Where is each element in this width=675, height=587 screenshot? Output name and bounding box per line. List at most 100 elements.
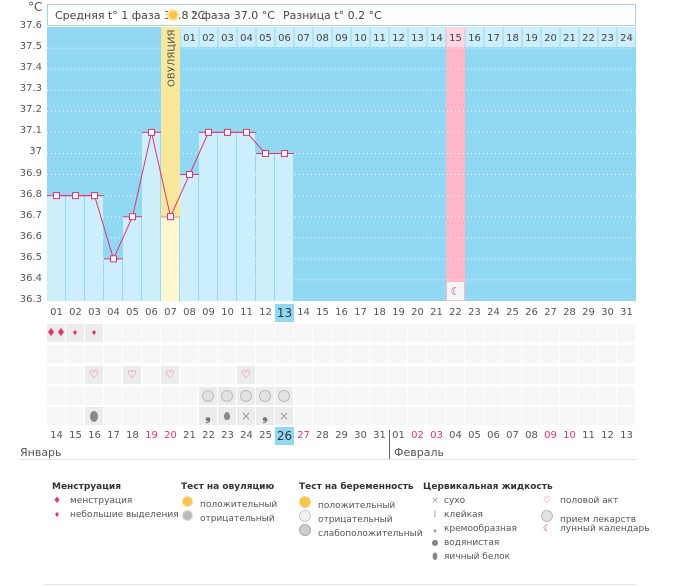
cycle-day-label[interactable]: 13 [275, 304, 294, 322]
tests-row-cell[interactable] [237, 345, 255, 363]
intercourse-row-cell[interactable] [465, 366, 483, 384]
intercourse-row-cell[interactable] [446, 366, 464, 384]
tests-row-cell[interactable] [389, 345, 407, 363]
date-label[interactable]: 19 [145, 430, 158, 441]
date-label[interactable]: 03 [430, 430, 443, 441]
intercourse-row-cell[interactable] [579, 366, 597, 384]
cervical-fluid-row-cell[interactable] [522, 407, 540, 425]
cycle-day-label[interactable]: 30 [601, 307, 614, 318]
intercourse-row-cell[interactable] [66, 366, 84, 384]
tests-row-cell[interactable] [218, 345, 236, 363]
intercourse-row-cell[interactable] [408, 366, 426, 384]
tests-row-cell[interactable] [123, 345, 141, 363]
intercourse-row-cell[interactable] [427, 366, 445, 384]
menstruation-row-cell[interactable] [617, 324, 635, 342]
date-label[interactable]: 06 [487, 430, 500, 441]
medication-row-cell[interactable] [446, 387, 464, 405]
cervical-fluid-row-cell[interactable] [66, 407, 84, 425]
tests-row-cell[interactable] [66, 345, 84, 363]
intercourse-row-cell[interactable] [541, 366, 559, 384]
date-label[interactable]: 31 [373, 430, 386, 441]
menstruation-row-cell[interactable] [275, 324, 293, 342]
menstruation-row-cell[interactable] [579, 324, 597, 342]
tests-row-cell[interactable] [85, 345, 103, 363]
intercourse-row-cell[interactable] [370, 366, 388, 384]
menstruation-row-cell[interactable] [199, 324, 217, 342]
cervical-fluid-row-cell[interactable] [503, 407, 521, 425]
cycle-day-label[interactable]: 06 [145, 307, 158, 318]
date-label[interactable]: 10 [563, 430, 576, 441]
intercourse-row-cell[interactable] [256, 366, 274, 384]
intercourse-row-cell[interactable] [275, 366, 293, 384]
cervical-fluid-row-cell[interactable] [427, 407, 445, 425]
date-label[interactable]: 09 [544, 430, 557, 441]
cycle-day-label[interactable]: 02 [69, 307, 82, 318]
date-label[interactable]: 14 [50, 430, 63, 441]
tests-row-cell[interactable] [598, 345, 616, 363]
menstruation-row-cell[interactable] [598, 324, 616, 342]
tests-row-cell[interactable] [484, 345, 502, 363]
menstruation-row-cell[interactable] [218, 324, 236, 342]
cycle-day-label[interactable]: 22 [449, 307, 462, 318]
menstruation-row-cell[interactable] [408, 324, 426, 342]
date-label[interactable]: 11 [582, 430, 595, 441]
menstruation-row-cell[interactable] [389, 324, 407, 342]
menstruation-row-cell[interactable]: ♦ [66, 324, 84, 342]
cycle-day-label[interactable]: 20 [411, 307, 424, 318]
cycle-day-label[interactable]: 03 [88, 307, 101, 318]
medication-row-cell[interactable] [617, 387, 635, 405]
cervical-fluid-row-cell[interactable] [123, 407, 141, 425]
menstruation-row-cell[interactable] [313, 324, 331, 342]
medication-row-cell[interactable] [294, 387, 312, 405]
cervical-fluid-row-cell[interactable] [104, 407, 122, 425]
date-label[interactable]: 15 [69, 430, 82, 441]
date-label[interactable]: 12 [601, 430, 614, 441]
medication-row-cell[interactable] [503, 387, 521, 405]
medication-row-cell[interactable] [47, 387, 65, 405]
cervical-fluid-row-cell[interactable] [579, 407, 597, 425]
intercourse-row-cell[interactable] [351, 366, 369, 384]
cycle-day-label[interactable]: 18 [373, 307, 386, 318]
tests-row-cell[interactable] [522, 345, 540, 363]
cervical-fluid-row-cell[interactable]: × [237, 407, 255, 425]
medication-row-cell[interactable] [275, 387, 293, 405]
cervical-fluid-row-cell[interactable] [617, 407, 635, 425]
cervical-fluid-row-cell[interactable] [294, 407, 312, 425]
cycle-day-label[interactable]: 31 [620, 307, 633, 318]
intercourse-row-cell[interactable] [522, 366, 540, 384]
tests-row-cell[interactable] [408, 345, 426, 363]
date-label[interactable]: 24 [240, 430, 253, 441]
date-label[interactable]: 20 [164, 430, 177, 441]
cycle-day-label[interactable]: 14 [297, 307, 310, 318]
cycle-day-label[interactable]: 08 [183, 307, 196, 318]
date-label[interactable]: 16 [88, 430, 101, 441]
cycle-day-label[interactable]: 28 [563, 307, 576, 318]
cycle-day-label[interactable]: 04 [107, 307, 120, 318]
date-label[interactable]: 21 [183, 430, 196, 441]
medication-row-cell[interactable] [370, 387, 388, 405]
medication-row-cell[interactable] [541, 387, 559, 405]
cycle-day-label[interactable]: 17 [354, 307, 367, 318]
menstruation-row-cell[interactable] [123, 324, 141, 342]
menstruation-row-cell[interactable] [351, 324, 369, 342]
medication-row-cell[interactable] [199, 387, 217, 405]
date-label[interactable]: 13 [620, 430, 633, 441]
date-label[interactable]: 02 [411, 430, 424, 441]
medication-row-cell[interactable] [389, 387, 407, 405]
date-label[interactable]: 05 [468, 430, 481, 441]
cervical-fluid-row-cell[interactable] [598, 407, 616, 425]
tests-row-cell[interactable] [161, 345, 179, 363]
tests-row-cell[interactable] [370, 345, 388, 363]
cycle-day-label[interactable]: 15 [316, 307, 329, 318]
intercourse-row-cell[interactable] [598, 366, 616, 384]
medication-row-cell[interactable] [427, 387, 445, 405]
date-label[interactable]: 26 [275, 427, 294, 445]
date-label[interactable]: 07 [506, 430, 519, 441]
intercourse-row-cell[interactable]: ♡ [123, 366, 141, 384]
tests-row-cell[interactable] [199, 345, 217, 363]
cycle-day-label[interactable]: 11 [240, 307, 253, 318]
cycle-day-label[interactable]: 23 [468, 307, 481, 318]
cycle-day-label[interactable]: 12 [259, 307, 272, 318]
cycle-day-label[interactable]: 26 [525, 307, 538, 318]
medication-row-cell[interactable] [256, 387, 274, 405]
